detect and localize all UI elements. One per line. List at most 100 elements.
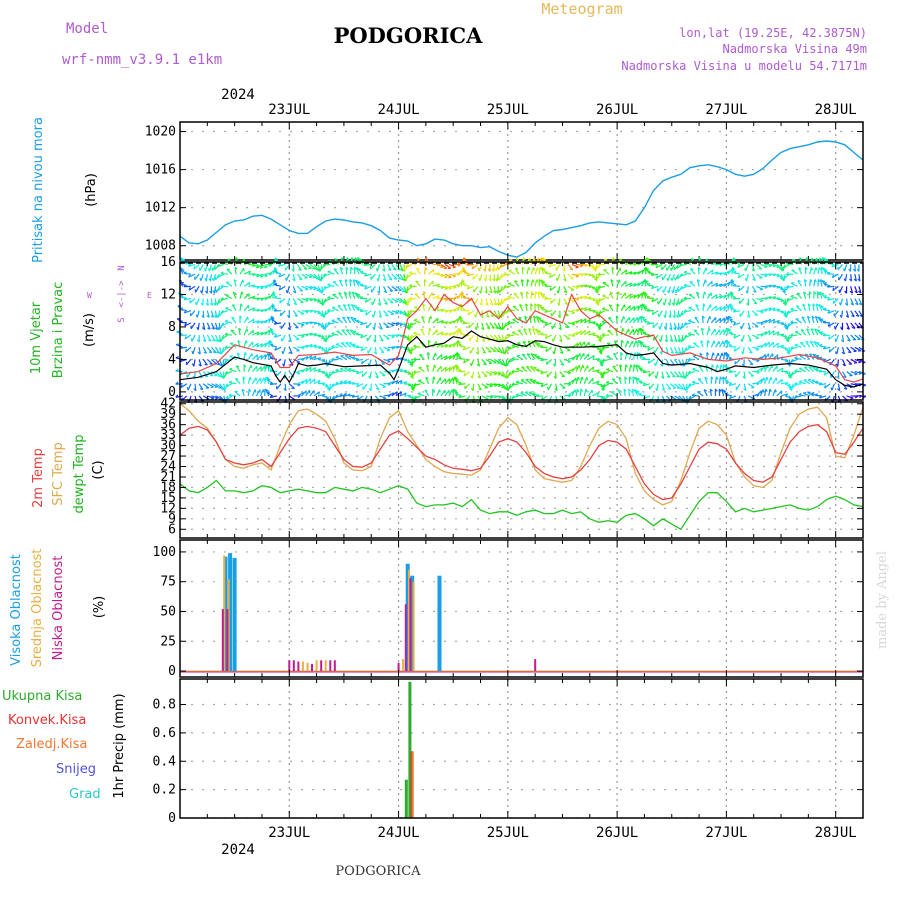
wind-barb bbox=[850, 346, 857, 352]
wind-barb-head bbox=[394, 301, 399, 303]
wind-barb-head bbox=[530, 303, 534, 307]
wind-barb bbox=[662, 273, 667, 281]
wind-barb bbox=[795, 318, 802, 324]
wind-barb bbox=[833, 310, 839, 317]
wind-barb-head bbox=[499, 274, 503, 279]
wind-barb bbox=[710, 305, 717, 312]
wind-barb-head bbox=[608, 317, 612, 319]
wind-barb bbox=[571, 377, 577, 385]
wind-barb bbox=[706, 316, 711, 324]
footer-title: PODGORICA bbox=[335, 864, 421, 879]
wind-barb-head bbox=[859, 314, 863, 318]
wind-barb bbox=[274, 322, 282, 325]
wind-barb-head bbox=[493, 373, 497, 376]
wind-barb-head bbox=[440, 266, 444, 269]
wind-barb bbox=[705, 364, 708, 372]
wind-barb-head bbox=[511, 382, 515, 386]
wind-barb bbox=[215, 371, 222, 377]
wind-barb bbox=[378, 322, 383, 330]
wind-barb-head bbox=[224, 371, 228, 375]
wind-barb-head bbox=[340, 257, 344, 261]
wind-barb-head bbox=[706, 352, 710, 356]
wind-barb bbox=[850, 286, 854, 294]
wind-barb bbox=[413, 345, 421, 348]
wind-barb bbox=[743, 371, 746, 379]
wind-barb bbox=[628, 388, 631, 397]
wind-barb-head bbox=[477, 267, 480, 271]
wind-barb bbox=[751, 264, 755, 272]
wind-barb bbox=[813, 279, 816, 287]
wind-barb bbox=[333, 268, 339, 275]
wind-barb-head bbox=[400, 268, 404, 272]
wind-barb bbox=[673, 264, 680, 271]
cloud-bar bbox=[410, 575, 415, 671]
y-tick-label: 100 bbox=[153, 545, 176, 560]
wind-barb-head bbox=[611, 266, 615, 270]
wind-barb bbox=[477, 359, 480, 367]
wind-barb bbox=[702, 291, 706, 299]
wind-barb-head bbox=[679, 375, 683, 378]
wind-barb bbox=[391, 379, 399, 385]
wind-barb bbox=[637, 328, 640, 336]
wind-barb-head bbox=[790, 346, 794, 350]
wind-barb-head bbox=[380, 351, 385, 354]
wind-barb bbox=[247, 341, 254, 348]
wind-barb-head bbox=[356, 319, 360, 322]
wind-unit-label: (m/s) bbox=[82, 313, 97, 347]
precip-bar bbox=[411, 751, 414, 818]
wind-barb-head bbox=[764, 266, 768, 269]
wind-barb bbox=[414, 293, 421, 299]
wind-barb bbox=[335, 343, 343, 348]
wind-barb bbox=[280, 322, 286, 329]
wind-barb bbox=[436, 377, 441, 385]
wind-barb bbox=[756, 263, 763, 270]
wind-barb bbox=[493, 358, 501, 364]
wind-barb bbox=[796, 292, 802, 299]
year-label-top: 2024 bbox=[221, 87, 255, 103]
wind-barb-head bbox=[453, 286, 457, 290]
wind-barb-head bbox=[592, 366, 595, 370]
wind-barb bbox=[448, 377, 454, 385]
wind-barb-head bbox=[266, 376, 270, 380]
wind-barb bbox=[423, 267, 427, 275]
wind-barb bbox=[313, 368, 321, 373]
wind-barb-head bbox=[188, 274, 191, 278]
wind-barb bbox=[620, 292, 626, 299]
wind-barb bbox=[801, 316, 807, 324]
location-line: lon,lat (19.25E, 42.3875N) bbox=[679, 26, 867, 40]
wind-barb-head bbox=[355, 345, 359, 348]
wind-barb bbox=[309, 263, 316, 270]
wind-barb bbox=[282, 347, 286, 355]
wind-barb bbox=[485, 286, 488, 294]
wind-barb bbox=[444, 263, 452, 269]
wind-barb bbox=[419, 341, 425, 348]
wind-barb-head bbox=[692, 367, 696, 370]
wind-barb bbox=[812, 303, 815, 311]
wind-barb bbox=[336, 330, 343, 336]
wind-barb-head bbox=[351, 304, 355, 307]
wind-barb-head bbox=[248, 388, 252, 392]
wind-barb bbox=[554, 359, 557, 367]
wind-barb-head bbox=[639, 367, 643, 370]
cloud-bar bbox=[320, 660, 323, 671]
wind-barb-head bbox=[273, 321, 277, 325]
wind-barb bbox=[653, 334, 659, 341]
wind-barb bbox=[270, 395, 278, 399]
wind-barb bbox=[378, 298, 381, 306]
wind-barb-head bbox=[270, 343, 274, 346]
y-tick-label: 25 bbox=[160, 634, 176, 649]
wind-barb-head bbox=[383, 397, 387, 400]
top-day-labels: 23JUL 24JUL 25JUL 26JUL 27JUL 28JUL bbox=[268, 102, 857, 118]
wind-barb bbox=[780, 393, 788, 397]
wind-barb bbox=[567, 297, 575, 302]
wind-barb-head bbox=[834, 338, 837, 342]
wind-barb bbox=[462, 296, 470, 300]
wind-barb-head bbox=[270, 315, 275, 319]
wind-barb-head bbox=[768, 264, 772, 268]
cloud-bar bbox=[301, 661, 304, 671]
wind-barb bbox=[428, 328, 431, 336]
wind-barb bbox=[202, 383, 210, 389]
wind-barb bbox=[252, 308, 260, 312]
wind-barb bbox=[260, 377, 265, 385]
wind-barb bbox=[530, 267, 535, 275]
